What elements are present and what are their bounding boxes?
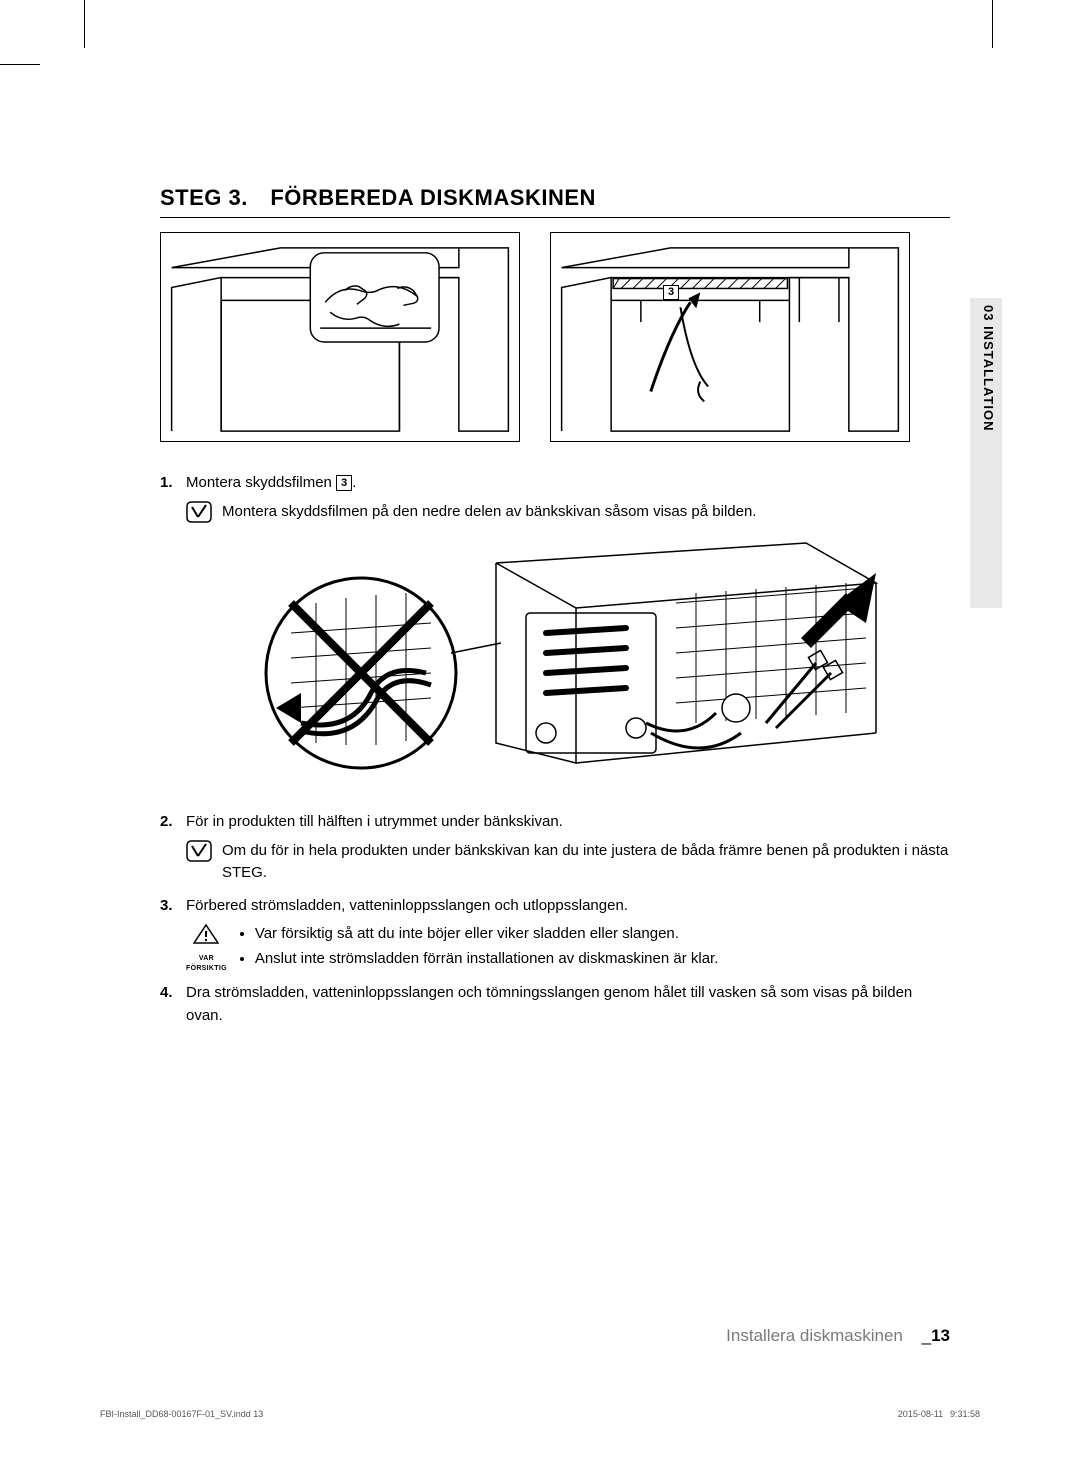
step-3: Förbered strömsladden, vatteninloppsslan… (160, 895, 950, 973)
step-1-text: Montera skyddsfilmen (186, 474, 336, 491)
note-icon (186, 840, 212, 862)
step-2: För in produkten till hälften i utrymmet… (160, 811, 950, 885)
note-row: Montera skyddsfilmen på den nedre delen … (186, 501, 950, 524)
diagram-countertop-applied-icon (551, 233, 909, 441)
diagram-countertop-film-icon (161, 233, 519, 441)
step-3-warnings: Var försiktig så att du inte böjer eller… (237, 923, 950, 972)
footer-section-title: Installera diskmaskinen (726, 1326, 903, 1345)
step-2-note: Om du för in hela produkten under bänksk… (222, 840, 950, 885)
crop-mark (992, 0, 993, 48)
figure-1 (160, 232, 520, 442)
step-4-text: Dra strömsladden, vatteninloppsslangen o… (186, 984, 912, 1024)
callout-ref-3: 3 (663, 285, 679, 300)
content-area: STEG 3. FÖRBEREDA DISKMASKINEN (160, 185, 950, 1037)
footer-underscore: _ (922, 1326, 931, 1345)
diagram-insert-dishwasher-icon (246, 533, 886, 793)
step-heading: STEG 3. FÖRBEREDA DISKMASKINEN (160, 185, 950, 218)
step-4: Dra strömsladden, vatteninloppsslangen o… (160, 982, 950, 1027)
step-1-after: . (352, 474, 356, 491)
step-3-text: Förbered strömsladden, vatteninloppsslan… (186, 897, 628, 914)
inline-ref-3: 3 (336, 475, 352, 491)
caution-icon: VAR FÖRSIKTIG (186, 923, 227, 953)
manual-page: 03 INSTALLATION STEG 3. FÖRBEREDA DISKMA… (0, 0, 1080, 1461)
note-icon (186, 501, 212, 523)
page-number: 13 (931, 1326, 950, 1345)
step-1-note: Montera skyddsfilmen på den nedre delen … (222, 501, 950, 524)
imprint-right: 2015-08-11 9:31:58 (898, 1409, 980, 1419)
warn-bullet-1: Var försiktig så att du inte böjer eller… (255, 923, 950, 946)
note-row: Om du för in hela produkten under bänksk… (186, 840, 950, 885)
instruction-list: Montera skyddsfilmen 3. Montera skyddsfi… (160, 472, 950, 1027)
crop-mark (0, 64, 40, 65)
page-footer: Installera diskmaskinen _13 (726, 1326, 950, 1346)
figure-3 (246, 533, 886, 793)
caution-label: VAR FÖRSIKTIG (186, 954, 227, 975)
step-2-text: För in produkten till hälften i utrymmet… (186, 813, 563, 830)
warn-bullet-2: Anslut inte strömsladden förrän installa… (255, 948, 950, 971)
figure-2: 3 (550, 232, 910, 442)
crop-mark (84, 0, 85, 48)
warning-row: VAR FÖRSIKTIG Var försiktig så att du in… (186, 923, 950, 972)
figure-row: 3 (160, 232, 950, 442)
imprint-left: FBI-Install_DD68-00167F-01_SV.indd 13 (100, 1409, 263, 1419)
section-tab-label: 03 INSTALLATION (981, 305, 996, 431)
step-1: Montera skyddsfilmen 3. Montera skyddsfi… (160, 472, 950, 793)
